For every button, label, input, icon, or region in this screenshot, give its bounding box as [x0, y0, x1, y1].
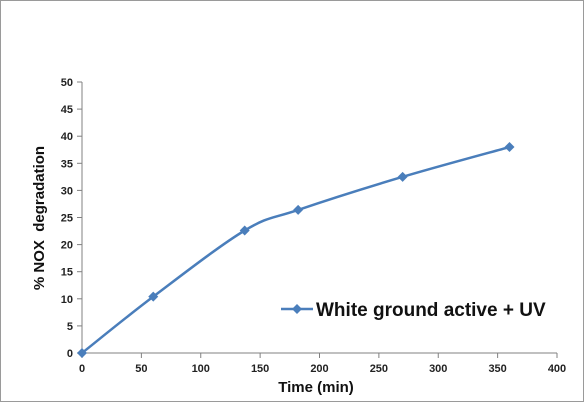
- y-tick-label: 25: [61, 213, 73, 225]
- legend-label: White ground active + UV: [316, 300, 546, 321]
- y-tick-label: 45: [61, 104, 73, 116]
- x-tick-label: 50: [135, 363, 147, 375]
- series-line: [81, 145, 510, 354]
- data-point-marker: [397, 171, 408, 182]
- x-tick-label: 250: [370, 363, 388, 375]
- y-tick-label: 5: [67, 321, 73, 333]
- x-tick-label: 200: [310, 363, 328, 375]
- series-layer: [77, 142, 515, 358]
- y-tick-label: 15: [61, 267, 73, 279]
- y-tick-label: 40: [61, 131, 73, 143]
- x-ticks: 0 50 100 150 200 250 300 350 400: [79, 353, 566, 375]
- data-point-marker: [293, 204, 304, 215]
- data-point-marker: [77, 348, 87, 358]
- legend: White ground active + UV: [281, 300, 546, 321]
- x-axis-title: Time (min): [278, 379, 354, 396]
- x-tick-label: 300: [429, 363, 447, 375]
- y-tick-label: 50: [61, 77, 73, 89]
- x-tick-label: 150: [251, 363, 269, 375]
- y-tick-label: 10: [61, 294, 73, 306]
- y-tick-label: 35: [61, 158, 73, 170]
- data-point-marker: [148, 291, 159, 302]
- x-tick-label: 350: [488, 363, 506, 375]
- x-tick-label: 0: [79, 363, 85, 375]
- y-tick-label: 30: [61, 185, 73, 197]
- y-ticks: 0 5 10 15 20 25 30 35 40 45 50: [61, 77, 82, 360]
- data-point-marker: [504, 142, 515, 153]
- y-tick-label: 20: [61, 240, 73, 252]
- x-tick-label: 100: [192, 363, 210, 375]
- legend-marker: [292, 304, 302, 314]
- x-tick-label: 400: [548, 363, 566, 375]
- data-point-marker: [239, 225, 250, 236]
- y-axis-title: % NOX degradation: [31, 146, 48, 290]
- y-tick-label: 0: [67, 348, 73, 360]
